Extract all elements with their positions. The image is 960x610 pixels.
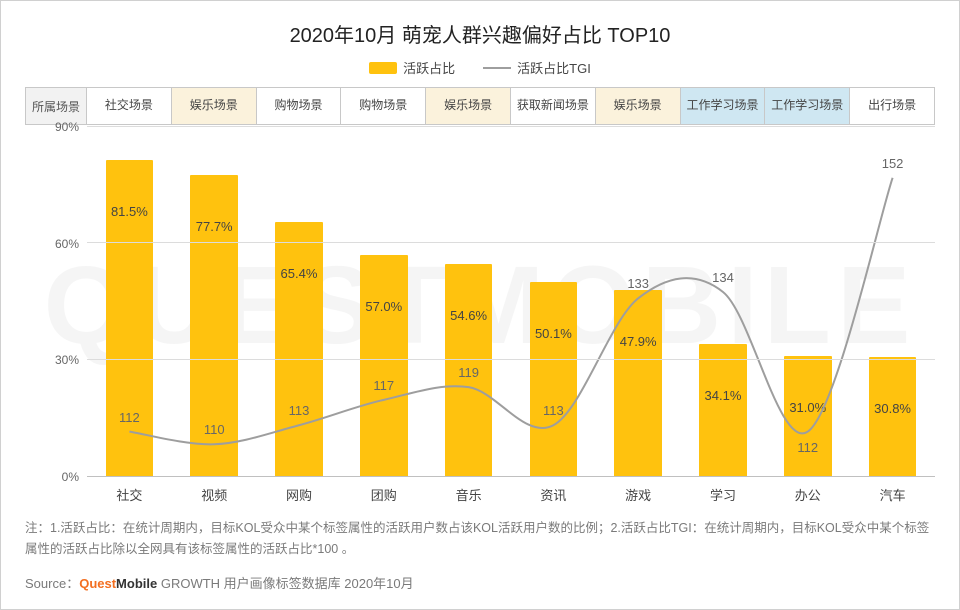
bar: 30.8%	[869, 357, 916, 476]
scene-cell: 购物场景	[257, 87, 342, 125]
x-tick: 网购	[257, 477, 342, 504]
source-brand-mobile: Mobile	[116, 576, 157, 591]
scene-cell: 娱乐场景	[172, 87, 257, 125]
scene-cell: 购物场景	[341, 87, 426, 125]
bar-slot: 81.5% 112	[87, 127, 172, 476]
tgi-value-label: 117	[373, 378, 394, 393]
bar-slot: 65.4% 113	[257, 127, 342, 476]
tgi-value-label: 134	[712, 270, 734, 285]
legend: 活跃占比 活跃占比TGI	[25, 58, 935, 77]
x-tick: 游戏	[596, 477, 681, 504]
x-tick: 资讯	[511, 477, 596, 504]
bar-value-label: 77.7%	[196, 219, 233, 234]
bar-slot: 30.8% 152	[850, 127, 935, 476]
bar-value-label: 50.1%	[535, 326, 572, 341]
notes-text: 注：1.活跃占比：在统计周期内，目标KOL受众中某个标签属性的活跃用户数占该KO…	[25, 518, 935, 561]
scene-cell: 出行场景	[850, 87, 935, 125]
bar-slot: 31.0% 112	[765, 127, 850, 476]
tgi-value-label: 112	[119, 410, 140, 425]
scene-cell: 工作学习场景	[765, 87, 850, 125]
scene-cell: 工作学习场景	[681, 87, 766, 125]
tgi-value-label: 113	[543, 403, 564, 418]
legend-line: 活跃占比TGI	[483, 58, 591, 77]
chart-plot-wrap: 0%30%60%90% 81.5%11277.7%11065.4%11357.0…	[25, 127, 935, 477]
source-prefix: Source：	[25, 576, 79, 591]
scene-cells: 社交场景娱乐场景购物场景购物场景娱乐场景获取新闻场景娱乐场景工作学习场景工作学习…	[87, 87, 935, 125]
bar: 47.9%	[614, 290, 661, 476]
scene-cell: 娱乐场景	[596, 87, 681, 125]
bar-value-label: 30.8%	[874, 401, 911, 416]
x-tick: 办公	[765, 477, 850, 504]
bar: 65.4%	[275, 222, 322, 476]
tgi-value-label: 133	[627, 276, 649, 291]
legend-line-label: 活跃占比TGI	[517, 58, 591, 77]
scene-cell: 娱乐场景	[426, 87, 511, 125]
source-line: Source：QuestMobile GROWTH 用户画像标签数据库 2020…	[25, 573, 935, 592]
bar: 31.0%	[784, 356, 831, 476]
legend-line-swatch	[483, 67, 511, 69]
legend-bar-swatch	[369, 62, 397, 74]
bar-value-label: 34.1%	[705, 388, 742, 403]
bar: 57.0%	[360, 255, 407, 476]
tgi-value-label: 152	[882, 156, 904, 171]
grid-line	[87, 242, 935, 243]
legend-bar: 活跃占比	[369, 58, 455, 77]
y-axis: 0%30%60%90%	[25, 127, 87, 477]
tgi-value-label: 110	[204, 422, 225, 437]
plot-area: 81.5% 112 77.7% 110 65.4% 113 57.0% 117 54.6% 119…	[87, 127, 935, 477]
x-axis: 社交视频网购团购音乐资讯游戏学习办公汽车	[87, 477, 935, 504]
x-tick: 音乐	[426, 477, 511, 504]
bar-value-label: 65.4%	[281, 266, 318, 281]
chart-title: 2020年10月 萌宠人群兴趣偏好占比 TOP10	[25, 19, 935, 48]
scene-cell: 社交场景	[87, 87, 172, 125]
x-tick: 汽车	[850, 477, 935, 504]
bars-layer: 81.5% 112 77.7% 110 65.4% 113 57.0% 117 54.6% 119…	[87, 127, 935, 476]
x-tick: 团购	[341, 477, 426, 504]
bar-slot: 47.9% 133	[596, 127, 681, 476]
bar-slot: 77.7% 110	[172, 127, 257, 476]
legend-bar-label: 活跃占比	[403, 58, 455, 77]
bar: 81.5%	[106, 160, 153, 476]
x-tick: 学习	[681, 477, 766, 504]
bar-value-label: 81.5%	[111, 204, 148, 219]
source-rest: GROWTH 用户画像标签数据库 2020年10月	[157, 576, 413, 591]
grid-line	[87, 359, 935, 360]
scene-cell: 获取新闻场景	[511, 87, 596, 125]
tgi-value-label: 112	[797, 440, 818, 455]
y-tick: 0%	[62, 470, 79, 484]
chart-container: QUESTMOBILE 2020年10月 萌宠人群兴趣偏好占比 TOP10 活跃…	[0, 0, 960, 610]
bar-slot: 34.1% 134	[681, 127, 766, 476]
bar-slot: 57.0% 117	[341, 127, 426, 476]
y-tick: 30%	[55, 353, 79, 367]
bar: 50.1%	[530, 282, 577, 476]
source-brand-quest: Quest	[79, 576, 116, 591]
y-tick: 60%	[55, 237, 79, 251]
bar-slot: 50.1% 113	[511, 127, 596, 476]
bar-value-label: 54.6%	[450, 308, 487, 323]
bar-slot: 54.6% 119	[426, 127, 511, 476]
scene-row: 所属场景 社交场景娱乐场景购物场景购物场景娱乐场景获取新闻场景娱乐场景工作学习场…	[25, 87, 935, 125]
bar-value-label: 31.0%	[789, 400, 826, 415]
tgi-value-label: 113	[289, 403, 310, 418]
bar: 34.1%	[699, 344, 746, 476]
x-tick: 视频	[172, 477, 257, 504]
content: 2020年10月 萌宠人群兴趣偏好占比 TOP10 活跃占比 活跃占比TGI 所…	[25, 19, 935, 592]
grid-line	[87, 126, 935, 127]
y-tick: 90%	[55, 120, 79, 134]
tgi-value-label: 119	[458, 365, 479, 380]
bar-value-label: 57.0%	[365, 299, 402, 314]
x-tick: 社交	[87, 477, 172, 504]
bar-value-label: 47.9%	[620, 334, 657, 349]
